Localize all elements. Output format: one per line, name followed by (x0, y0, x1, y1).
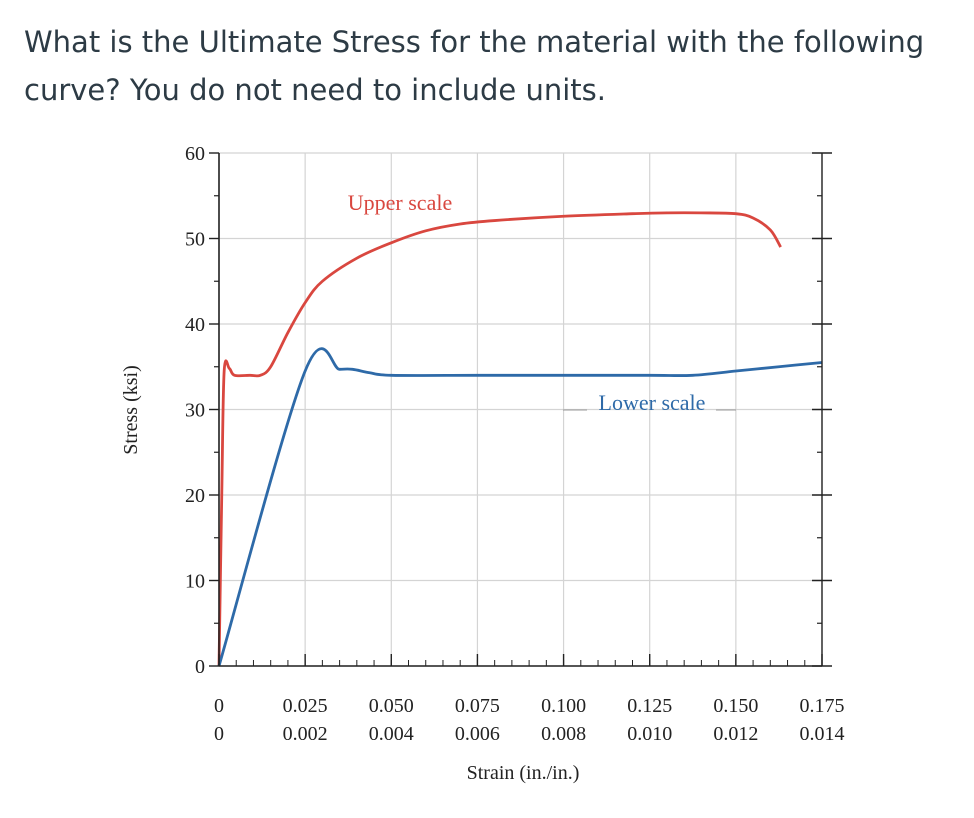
lower-scale-label: Lower scale (599, 390, 706, 415)
question-text: What is the Ultimate Stress for the mate… (24, 18, 944, 114)
y-tick-label: 60 (185, 143, 205, 165)
y-tick-label: 30 (185, 400, 205, 422)
x-upper-tick-label: 0.050 (369, 695, 414, 717)
chart-frame (209, 152, 832, 667)
x-lower-tick-label: 0.004 (369, 723, 414, 745)
upper-scale-label: Upper scale (348, 190, 452, 215)
x-upper-tick-label: 0.075 (455, 695, 500, 717)
chart-labels: 0102030405060000.0250.0020.0500.0040.075… (120, 143, 845, 784)
y-tick-label: 20 (185, 485, 205, 507)
x-lower-tick-label: 0.006 (455, 723, 500, 745)
x-lower-tick-label: 0 (214, 723, 224, 745)
x-upper-tick-label: 0.025 (283, 695, 328, 717)
x-upper-tick-label: 0.150 (713, 695, 758, 717)
x-lower-tick-label: 0.010 (627, 723, 672, 745)
x-axis-title: Strain (in./in.) (467, 762, 580, 784)
y-tick-label: 10 (185, 571, 205, 593)
x-lower-tick-label: 0.002 (283, 723, 328, 745)
x-lower-tick-label: 0.012 (713, 723, 758, 745)
lower-scale-curve (217, 347, 823, 667)
x-lower-tick-label: 0.014 (800, 723, 845, 745)
y-axis-title: Stress (ksi) (120, 365, 142, 454)
x-upper-tick-label: 0.100 (541, 695, 586, 717)
x-lower-tick-label: 0.008 (541, 723, 586, 745)
x-upper-tick-label: 0.175 (800, 695, 845, 717)
y-tick-label: 0 (195, 656, 205, 678)
y-tick-label: 50 (185, 229, 205, 251)
x-upper-tick-label: 0 (214, 695, 224, 717)
y-tick-label: 40 (185, 314, 205, 336)
upper-scale-curve (217, 211, 782, 667)
x-upper-tick-label: 0.125 (627, 695, 672, 717)
question-line-1: What is the Ultimate Stress for the mate… (24, 25, 925, 59)
series-layer (217, 211, 823, 667)
question-line-2: curve? You do not need to include units. (24, 73, 606, 107)
